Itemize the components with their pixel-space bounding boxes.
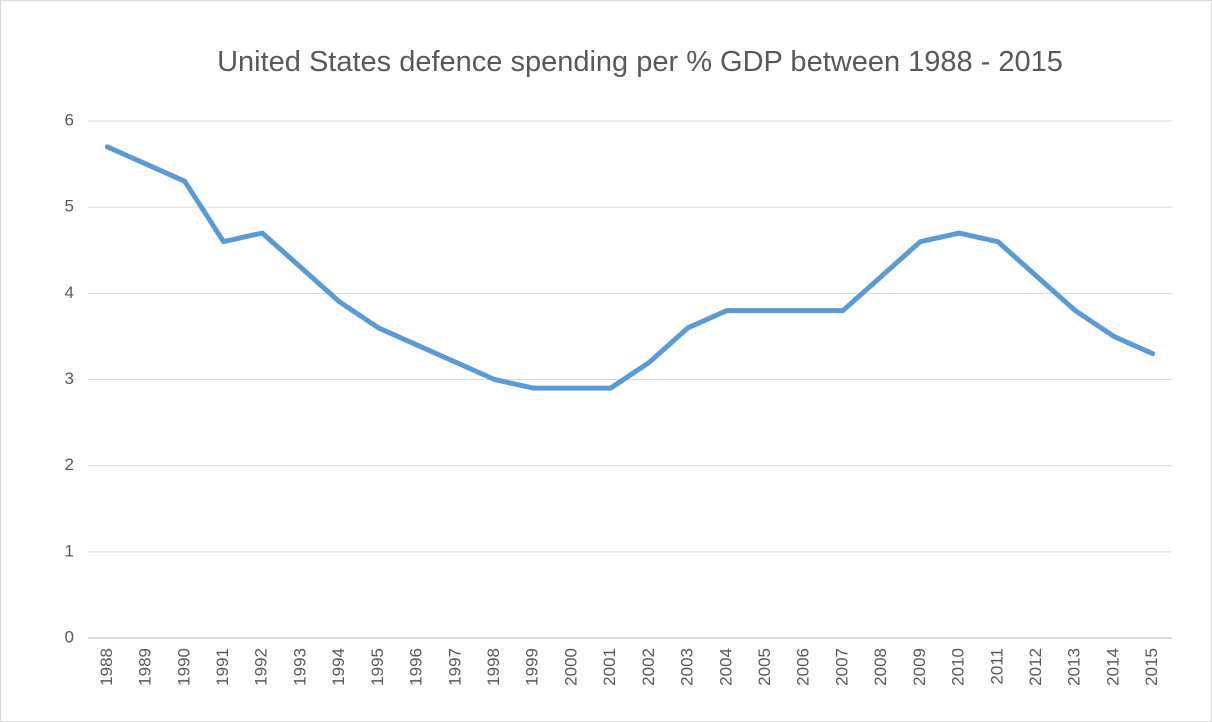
x-tick-label: 1997 [445,648,464,686]
x-tick-label: 1988 [97,648,116,686]
x-tick-label: 1995 [368,648,387,686]
x-tick-label: 1998 [484,648,503,686]
y-tick-label: 3 [65,369,74,388]
x-tick-label: 2013 [1065,648,1084,686]
x-tick-label: 1999 [523,648,542,686]
chart-title: United States defence spending per % GDP… [217,46,1063,78]
x-tick-label: 2006 [794,648,813,686]
x-tick-label: 2012 [1026,648,1045,686]
x-tick-label: 1990 [174,648,193,686]
x-tick-label: 2007 [832,648,851,686]
x-tick-label: 2004 [716,648,735,686]
x-tick-label: 2015 [1142,648,1161,686]
x-tick-label: 2011 [987,648,1006,685]
y-tick-label: 6 [65,110,74,129]
x-tick-label: 1996 [407,648,426,686]
x-tick-label: 2008 [871,648,890,686]
x-tick-label: 2014 [1103,648,1122,686]
x-tick-label: 2003 [678,648,697,686]
x-tick-label: 2002 [639,648,658,686]
x-tick-label: 1991 [213,648,232,686]
x-tick-label: 1994 [329,648,348,686]
x-tick-label: 2005 [755,648,774,686]
y-tick-label: 2 [65,455,74,474]
y-tick-label: 1 [65,541,74,560]
y-tick-label: 5 [65,197,74,216]
x-tick-label: 2010 [949,648,968,686]
x-tick-label: 1992 [252,648,271,686]
y-tick-label: 0 [65,627,74,646]
x-tick-label: 2001 [600,648,619,686]
y-tick-label: 4 [65,283,74,302]
x-tick-label: 1993 [290,648,309,686]
x-tick-label: 2009 [910,648,929,686]
x-tick-label: 2000 [561,648,580,686]
line [104,144,1156,391]
x-tick-label: 1989 [136,648,155,686]
